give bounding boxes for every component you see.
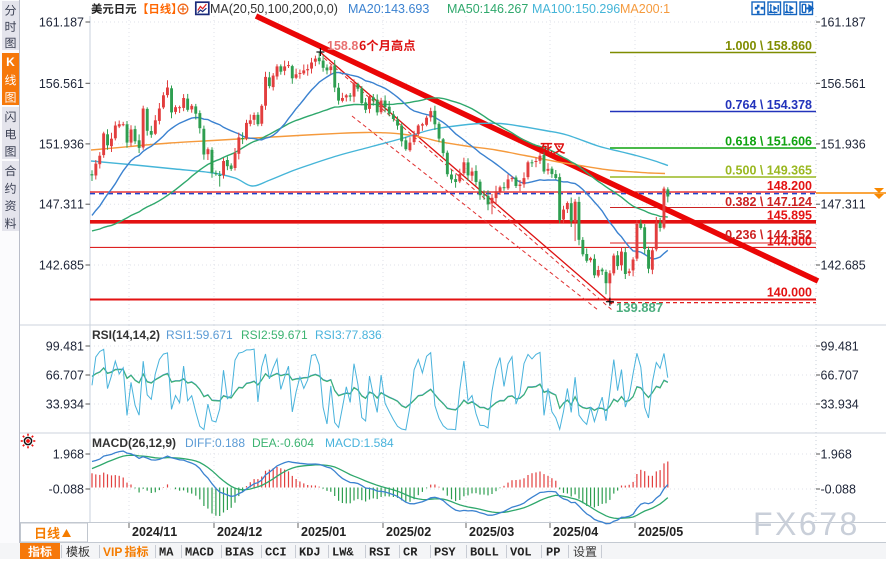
svg-text:33.934: 33.934 [46, 398, 84, 412]
svg-text:66.707: 66.707 [821, 369, 859, 383]
svg-text:139.887: 139.887 [616, 300, 663, 315]
svg-text:MA: MA [159, 546, 174, 560]
svg-text:RSI3:77.836: RSI3:77.836 [315, 328, 382, 342]
svg-text:MA100:150.296: MA100:150.296 [532, 2, 620, 16]
svg-text:MACD:1.584: MACD:1.584 [325, 436, 394, 450]
svg-text:CCI: CCI [265, 546, 287, 560]
svg-text:KDJ: KDJ [299, 546, 321, 560]
svg-text:2025/04: 2025/04 [553, 525, 598, 539]
svg-text:142.685: 142.685 [39, 259, 84, 273]
svg-text:CR: CR [403, 546, 418, 560]
svg-text:MACD: MACD [185, 546, 214, 560]
svg-text:156.561: 156.561 [821, 77, 866, 91]
svg-text:DEA:-0.604: DEA:-0.604 [252, 436, 314, 450]
svg-text:2025/05: 2025/05 [638, 525, 683, 539]
svg-text:-0.088: -0.088 [821, 483, 856, 497]
svg-text:161.187: 161.187 [39, 16, 84, 30]
svg-text:145.895: 145.895 [767, 209, 812, 223]
svg-text:2025/03: 2025/03 [469, 525, 514, 539]
svg-text:142.685: 142.685 [821, 259, 866, 273]
svg-text:140.000: 140.000 [767, 286, 812, 300]
svg-text:33.934: 33.934 [821, 398, 859, 412]
svg-text:DIFF:0.188: DIFF:0.188 [185, 436, 245, 450]
svg-text:0.236 \ 144.352: 0.236 \ 144.352 [725, 228, 812, 242]
svg-text:156.561: 156.561 [39, 77, 84, 91]
svg-text:99.481: 99.481 [821, 340, 859, 354]
svg-text:151.936: 151.936 [39, 137, 84, 151]
svg-text:0.764 \ 154.378: 0.764 \ 154.378 [725, 98, 812, 112]
svg-text:MA200:1: MA200:1 [620, 2, 670, 16]
svg-text:158.8: 158.8 [327, 39, 358, 53]
svg-text:148.200: 148.200 [767, 179, 812, 193]
svg-text:144.000: 144.000 [767, 235, 812, 249]
svg-text:MA(20,50,100,200,0,0): MA(20,50,100,200,0,0) [210, 2, 338, 16]
svg-text:BIAS: BIAS [225, 546, 254, 560]
svg-text:-0.088: -0.088 [49, 483, 84, 497]
svg-text:RSI1:59.671: RSI1:59.671 [166, 328, 233, 342]
svg-text:147.311: 147.311 [39, 198, 84, 212]
svg-text:BOLL: BOLL [470, 546, 499, 560]
svg-text:1.968: 1.968 [821, 448, 852, 462]
svg-text:RSI(14,14,2): RSI(14,14,2) [92, 328, 160, 342]
svg-text:66.707: 66.707 [46, 369, 84, 383]
svg-text:147.311: 147.311 [821, 198, 866, 212]
svg-text:151.936: 151.936 [821, 137, 866, 151]
svg-text:1.000 \ 158.860: 1.000 \ 158.860 [725, 39, 812, 53]
svg-text:RSI2:59.671: RSI2:59.671 [241, 328, 308, 342]
svg-text:2025/02: 2025/02 [386, 525, 431, 539]
svg-text:2024/12: 2024/12 [217, 525, 262, 539]
svg-text:PP: PP [546, 546, 560, 560]
svg-text:0.618 \ 151.606: 0.618 \ 151.606 [725, 135, 812, 149]
svg-text:2024/11: 2024/11 [132, 525, 177, 539]
svg-text:MA50:146.267: MA50:146.267 [447, 2, 528, 16]
svg-text:PSY: PSY [434, 546, 456, 560]
svg-text:RSI: RSI [369, 546, 391, 560]
svg-text:MACD(26,12,9): MACD(26,12,9) [92, 436, 176, 450]
svg-text:161.187: 161.187 [821, 16, 866, 30]
svg-text:K: K [6, 55, 15, 69]
svg-text:LW&: LW& [332, 546, 354, 560]
svg-text:VOL: VOL [510, 546, 532, 560]
svg-text:2025/01: 2025/01 [301, 525, 346, 539]
svg-text:99.481: 99.481 [46, 340, 84, 354]
svg-text:1.968: 1.968 [53, 448, 84, 462]
svg-text:0.500 \ 149.365: 0.500 \ 149.365 [725, 164, 812, 178]
svg-text:0.382 \ 147.124: 0.382 \ 147.124 [725, 195, 812, 209]
svg-text:MA20:143.693: MA20:143.693 [348, 2, 429, 16]
svg-text:VIP: VIP [103, 545, 122, 559]
svg-text:FX678: FX678 [753, 506, 860, 542]
